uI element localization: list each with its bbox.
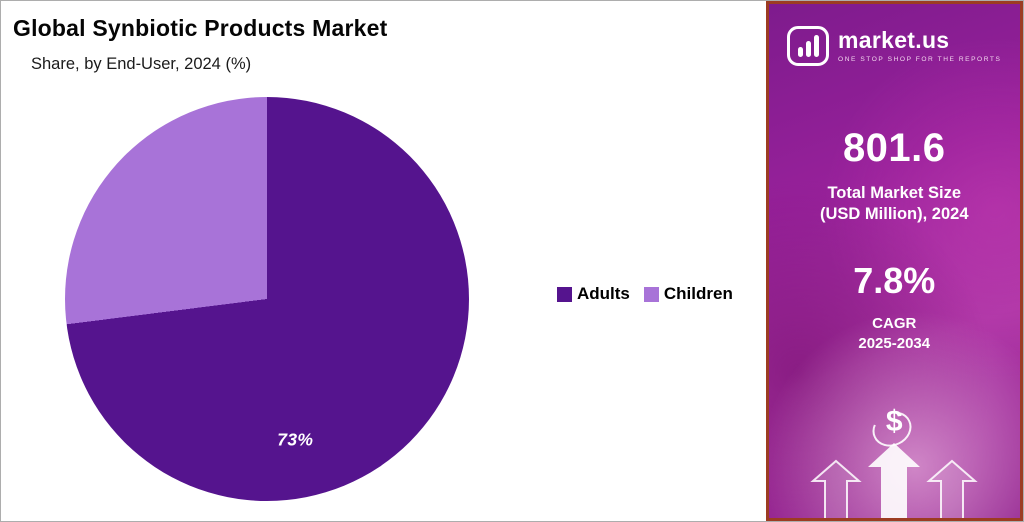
legend-label-children: Children (663, 284, 733, 303)
page-title: Global Synbiotic Products Market (13, 15, 388, 41)
legend: Adults Children (557, 284, 733, 304)
cagr-label-line2: 2025-2034 (858, 335, 931, 353)
adults-swatch-icon (557, 286, 572, 302)
stat-cagr: 7.8% CAGR 2025-2034 (769, 260, 1021, 355)
brand: market.us ONE STOP SHOP FOR THE REPORTS (769, 26, 1021, 66)
pie-chart: 73% (65, 97, 469, 501)
cagr-label: CAGR 2025-2034 (769, 314, 1021, 355)
brand-tagline: ONE STOP SHOP FOR THE REPORTS (838, 56, 1002, 63)
sidebar-panel: market.us ONE STOP SHOP FOR THE REPORTS … (765, 1, 1023, 521)
market-size-label-line1: Total Market Size (827, 184, 962, 202)
marketus-logo-icon (787, 26, 830, 66)
growth-arrows-icon (810, 443, 978, 518)
cagr-label-line1: CAGR (872, 314, 917, 332)
children-swatch-icon (643, 286, 659, 302)
legend-item-adults: Adults (557, 284, 630, 304)
stat-market-size: 801.6 Total Market Size (USD Million), 2… (769, 126, 1021, 226)
legend-item-children: Children (643, 284, 733, 304)
logo-bar (797, 47, 803, 57)
market-size-label: Total Market Size (USD Million), 2024 (769, 183, 1021, 226)
chart-subtitle: Share, by End-User, 2024 (%) (31, 55, 252, 73)
dollar-glyph: $ (885, 404, 903, 438)
pie-graphic (65, 97, 469, 501)
chart-area: Global Synbiotic Products Market Share, … (1, 1, 766, 521)
dollar-icon: $ (866, 400, 918, 453)
cagr-value: 7.8% (853, 259, 936, 301)
market-size-label-line2: (USD Million), 2024 (819, 205, 969, 224)
market-size-value: 801.6 (842, 126, 946, 170)
brand-text: market.us ONE STOP SHOP FOR THE REPORTS (838, 27, 1002, 64)
adults-share-label: 73% (277, 429, 314, 450)
logo-bar (805, 41, 811, 57)
brand-name: market.us (838, 27, 950, 53)
logo-bar (813, 35, 819, 57)
legend-label-adults: Adults (577, 284, 630, 303)
